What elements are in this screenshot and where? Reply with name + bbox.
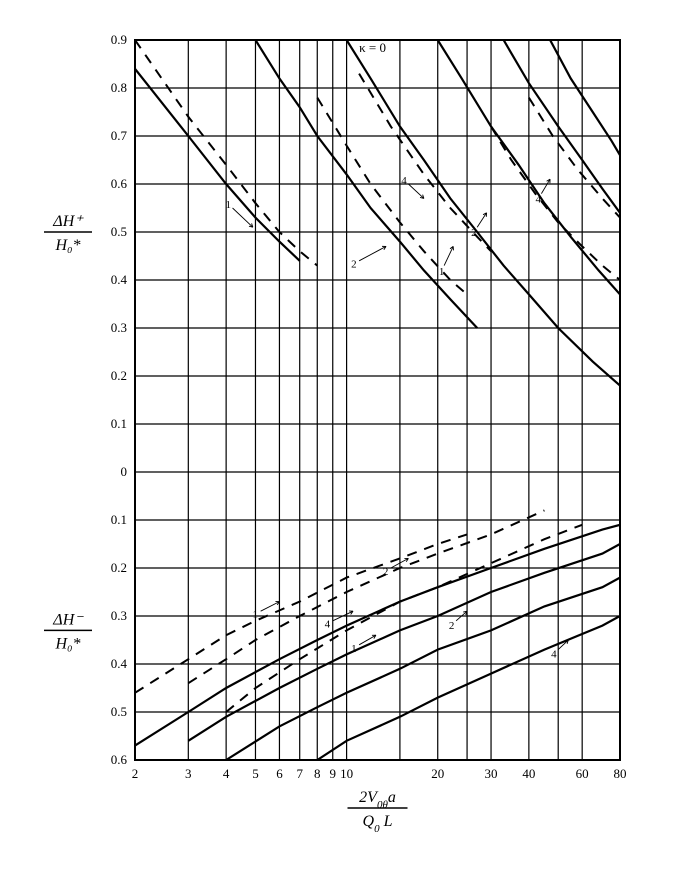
chart-container: 0.9 0.8 0.7 0.6 0.5 0.4 0.3 0.2 0.1 0 0.1 0.2 0.3 0.4… — [20, 20, 656, 855]
svg-text:0.5: 0.5 — [111, 224, 127, 239]
svg-text:0.3: 0.3 — [111, 320, 127, 335]
svg-text:10: 10 — [340, 766, 353, 781]
svg-text:H₀*: H₀* — [54, 237, 80, 254]
svg-text:9: 9 — [330, 766, 337, 781]
svg-text:6: 6 — [276, 766, 283, 781]
svg-text:0.7: 0.7 — [111, 128, 128, 143]
engineering-chart: 0.9 0.8 0.7 0.6 0.5 0.4 0.3 0.2 0.1 0 0.1 0.2 0.3 0.4… — [20, 20, 656, 855]
svg-text:0: 0 — [121, 464, 128, 479]
svg-text:2: 2 — [132, 766, 139, 781]
svg-text:60: 60 — [576, 766, 589, 781]
svg-text:1: 1 — [439, 266, 445, 278]
svg-text:2: 2 — [471, 227, 477, 239]
svg-text:2: 2 — [351, 259, 357, 271]
svg-text:0.1: 0.1 — [111, 512, 127, 527]
svg-text:0.2: 0.2 — [111, 368, 127, 383]
svg-text:0.9: 0.9 — [111, 32, 127, 47]
svg-text:2: 2 — [449, 620, 455, 632]
svg-text:1: 1 — [253, 609, 259, 621]
svg-text:0.8: 0.8 — [111, 80, 127, 95]
svg-text:0.4: 0.4 — [111, 656, 128, 671]
svg-text:0.1: 0.1 — [111, 416, 127, 431]
svg-text:4: 4 — [401, 175, 407, 187]
svg-text:40: 40 — [522, 766, 535, 781]
svg-text:20: 20 — [431, 766, 444, 781]
svg-text:1: 1 — [225, 199, 231, 211]
svg-text:80: 80 — [614, 766, 627, 781]
svg-text:0.5: 0.5 — [111, 704, 127, 719]
svg-text:4: 4 — [536, 194, 542, 206]
svg-text:4: 4 — [223, 766, 230, 781]
svg-text:0.4: 0.4 — [111, 272, 128, 287]
svg-text:0.3: 0.3 — [111, 608, 127, 623]
svg-text:0.6: 0.6 — [111, 752, 128, 767]
svg-text:5: 5 — [252, 766, 259, 781]
svg-text:κ = 0: κ = 0 — [359, 40, 386, 55]
svg-text:8: 8 — [314, 766, 321, 781]
svg-text:30: 30 — [485, 766, 498, 781]
svg-text:7: 7 — [296, 766, 303, 781]
svg-text:4: 4 — [325, 618, 331, 630]
svg-text:ΔH⁻: ΔH⁻ — [52, 611, 84, 628]
svg-text:2: 2 — [383, 566, 389, 578]
svg-text:ΔH⁺: ΔH⁺ — [52, 213, 84, 230]
svg-text:4: 4 — [551, 649, 557, 661]
svg-text:3: 3 — [185, 766, 192, 781]
svg-text:1: 1 — [351, 643, 357, 655]
svg-text:0.6: 0.6 — [111, 176, 128, 191]
svg-text:0.2: 0.2 — [111, 560, 127, 575]
svg-text:H₀*: H₀* — [54, 635, 80, 652]
